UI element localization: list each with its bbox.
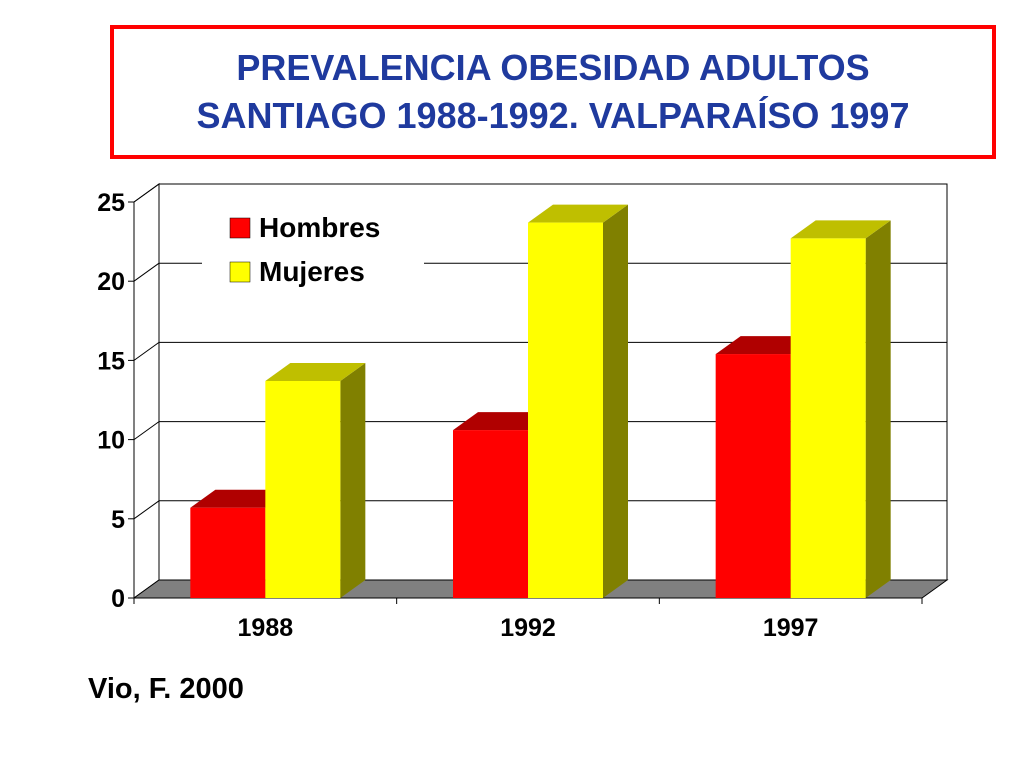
gridline-side xyxy=(133,262,160,282)
y-tick-label: 15 xyxy=(97,347,125,375)
chart-title-box: PREVALENCIA OBESIDAD ADULTOS SANTIAGO 19… xyxy=(110,25,996,159)
y-tick-label: 25 xyxy=(97,189,125,217)
chart-title-line-1: PREVALENCIA OBESIDAD ADULTOS xyxy=(236,47,870,88)
bar-side xyxy=(340,362,366,598)
bar-front xyxy=(190,507,266,598)
bar-front xyxy=(790,238,866,598)
legend-swatch-mujeres xyxy=(229,261,251,283)
bar-mujeres-1992 xyxy=(528,204,628,599)
source-citation: Vio, F. 2000 xyxy=(88,673,244,705)
gridline-side xyxy=(133,341,160,361)
bar-top xyxy=(265,362,366,381)
x-tick-label: 1997 xyxy=(763,614,819,642)
legend-label-mujeres: Mujeres xyxy=(259,256,365,287)
y-tick-label: 5 xyxy=(111,506,125,534)
chart-title-line-2: SANTIAGO 1988-1992. VALPARAÍSO 1997 xyxy=(196,95,910,136)
bar-front xyxy=(265,380,341,598)
bar-mujeres-1988 xyxy=(265,362,366,598)
y-tick-label: 10 xyxy=(97,427,125,455)
y-tick-label: 0 xyxy=(111,585,125,613)
bar-side xyxy=(603,204,628,599)
bar-top xyxy=(790,220,891,239)
legend-label-hombres: Hombres xyxy=(259,212,380,243)
gridline-side xyxy=(133,183,160,203)
bar-front xyxy=(528,222,603,599)
x-tick-label: 1988 xyxy=(238,614,294,642)
bar-front xyxy=(453,430,528,598)
legend-swatch-hombres xyxy=(229,217,251,239)
bar-side xyxy=(865,220,891,598)
gridline-side xyxy=(133,421,160,441)
y-tick-label: 20 xyxy=(97,268,125,296)
plot-left-wall xyxy=(133,183,160,599)
bar-mujeres-1997 xyxy=(790,220,891,598)
bar-front xyxy=(715,354,791,598)
x-tick-label: 1992 xyxy=(500,614,556,642)
bar-top xyxy=(528,204,628,223)
gridline-side xyxy=(133,500,160,520)
